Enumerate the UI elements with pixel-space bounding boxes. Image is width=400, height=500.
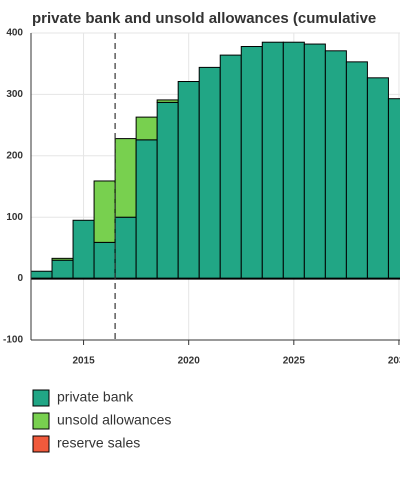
legend-label: unsold allowances xyxy=(57,412,171,428)
y-tick-label: 100 xyxy=(6,212,23,223)
x-tick-label: 2030 xyxy=(388,356,400,367)
legend-label: reserve sales xyxy=(57,435,140,451)
y-tick-label: 400 xyxy=(6,28,23,39)
bar xyxy=(198,66,221,280)
y-tick-label: -100 xyxy=(3,335,23,346)
legend-swatch xyxy=(32,412,50,430)
bar xyxy=(387,98,400,280)
bar xyxy=(282,41,305,280)
bar xyxy=(114,138,137,218)
bar xyxy=(93,180,116,243)
chart-title: private bank and unsold allowances (cumu… xyxy=(32,10,376,27)
bar xyxy=(114,216,137,280)
bar xyxy=(93,241,116,280)
x-tick-label: 2020 xyxy=(178,356,201,367)
bar xyxy=(30,270,53,280)
bar xyxy=(156,99,179,103)
bar xyxy=(345,61,368,280)
bar xyxy=(156,101,179,280)
legend-label: private bank xyxy=(57,389,134,405)
x-tick-label: 2025 xyxy=(283,356,306,367)
bar xyxy=(51,257,74,261)
bar xyxy=(261,41,284,280)
y-tick-label: 200 xyxy=(6,150,23,161)
bar xyxy=(135,116,158,141)
bar xyxy=(366,77,389,280)
y-tick-label: 0 xyxy=(17,273,23,284)
legend-swatch xyxy=(32,389,50,407)
bar xyxy=(324,50,347,280)
bar xyxy=(135,139,158,280)
y-tick-label: 300 xyxy=(6,89,23,100)
bar xyxy=(177,81,200,280)
bar xyxy=(51,259,74,280)
bar xyxy=(72,219,95,280)
legend-swatch xyxy=(32,435,50,453)
bar xyxy=(240,46,263,280)
x-tick-label: 2015 xyxy=(72,356,95,367)
bar xyxy=(303,43,326,280)
bar xyxy=(219,54,242,280)
